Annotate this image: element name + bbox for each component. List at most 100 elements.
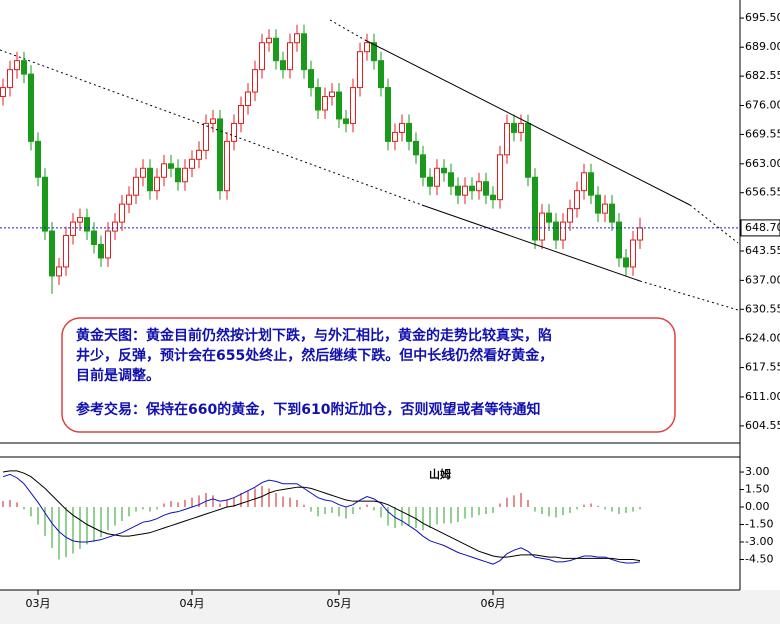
- indicator-title: 山姆: [429, 467, 451, 481]
- candle-body: [308, 69, 314, 89]
- y-tick-label: 604.55: [745, 419, 780, 432]
- candle-body: [203, 122, 209, 151]
- candle-body: [595, 194, 601, 214]
- candle-body: [329, 91, 335, 98]
- y-tick-label: -4.50: [745, 552, 773, 565]
- y-tick-label: 643.55: [745, 244, 780, 257]
- candle-body: [252, 69, 258, 93]
- candle-body: [91, 230, 97, 246]
- candles: [0, 24, 643, 294]
- candle-body: [238, 105, 244, 124]
- candle-body: [532, 176, 538, 241]
- candle-body: [399, 122, 405, 133]
- y-tick-label: 624.00: [745, 332, 780, 345]
- candle-body: [490, 194, 496, 201]
- note-text: 井少，反弹，预计会在655处终止，然后继续下跌。但中长线仍然看好黄金，: [76, 347, 553, 364]
- candle-body: [637, 227, 643, 241]
- candle-body: [392, 131, 398, 142]
- candle-body: [7, 69, 13, 89]
- candle-body: [147, 167, 153, 192]
- candle-body: [322, 96, 328, 111]
- y-tick-label: 0.00: [745, 500, 770, 513]
- candle-body: [553, 221, 559, 241]
- candle-body: [378, 60, 384, 89]
- candle-body: [567, 208, 573, 223]
- candle-body: [231, 122, 237, 142]
- y-tick-label: 689.00: [745, 40, 780, 53]
- candle-body: [420, 154, 426, 178]
- y-tick-label: 663.00: [745, 157, 780, 170]
- candle-body: [609, 203, 615, 223]
- candle-body: [182, 167, 188, 183]
- x-tick-label: 06月: [481, 597, 506, 610]
- note-text: 黄金天图：黄金目前仍然按计划下跌，与外汇相比，黄金的走势比较真实，陷: [76, 327, 552, 344]
- candle-body: [119, 203, 125, 223]
- candle-body: [287, 42, 293, 71]
- candle-body: [588, 172, 594, 196]
- candle-body: [371, 42, 377, 62]
- y-tick-label: 630.55: [745, 302, 780, 315]
- candle-body: [21, 60, 27, 75]
- trend-line: [421, 204, 641, 282]
- trend-line: [689, 204, 739, 244]
- candle-body: [511, 122, 517, 133]
- last-price-box: [740, 219, 780, 237]
- candle-body: [469, 185, 475, 192]
- candle-body: [280, 60, 286, 71]
- note-text: 参考交易：保持在660的黄金，下到610附近加仓，否则观望或者等待通知: [76, 401, 540, 418]
- y-tick-label: 682.55: [745, 69, 780, 82]
- candle-body: [385, 87, 391, 142]
- macd-line: [2, 473, 641, 565]
- trend-line: [639, 280, 739, 311]
- candle-body: [0, 87, 6, 98]
- time-axis-bg: [0, 590, 780, 624]
- candle-body: [546, 212, 552, 223]
- trend-line: [364, 39, 691, 206]
- candle-body: [77, 217, 83, 223]
- y-tick-label: 695.50: [745, 11, 780, 24]
- candle-body: [140, 167, 146, 178]
- candle-body: [602, 203, 608, 214]
- candle-body: [350, 87, 356, 124]
- candle-body: [84, 217, 90, 232]
- candle-body: [434, 167, 440, 187]
- candle-body: [301, 33, 307, 71]
- candle-body: [105, 230, 111, 259]
- y-tick-label: -1.50: [745, 518, 773, 531]
- y-tick-label: 617.55: [745, 361, 780, 374]
- candle-body: [154, 176, 160, 192]
- candle-body: [42, 176, 48, 232]
- candle-body: [63, 235, 69, 268]
- candle-body: [357, 51, 363, 89]
- candle-body: [266, 37, 272, 44]
- candle-body: [448, 172, 454, 187]
- candle-body: [525, 122, 531, 178]
- notes: 黄金天图：黄金目前仍然按计划下跌，与外汇相比，黄金的走势比较真实，陷井少，反弹，…: [76, 327, 553, 418]
- candle-body: [28, 73, 34, 142]
- candle-body: [196, 149, 202, 160]
- candle-body: [168, 163, 174, 169]
- candle-body: [259, 42, 265, 71]
- candle-body: [616, 221, 622, 259]
- candle-body: [175, 167, 181, 183]
- candle-body: [35, 140, 41, 178]
- candle-body: [126, 194, 132, 205]
- x-tick-label: 03月: [26, 597, 51, 610]
- candle-body: [224, 140, 230, 192]
- candle-body: [574, 190, 580, 210]
- candle-body: [189, 158, 195, 169]
- candle-body: [441, 167, 447, 174]
- trend-line: [329, 19, 366, 41]
- candle-body: [455, 185, 461, 196]
- y-tick-label: 1.50: [745, 483, 770, 496]
- candle-body: [518, 122, 524, 133]
- candle-body: [133, 176, 139, 196]
- candle-body: [462, 185, 468, 196]
- candle-body: [161, 163, 167, 178]
- candle-body: [623, 257, 629, 268]
- candle-body: [581, 172, 587, 192]
- note-text: 目前是调整。: [76, 367, 160, 384]
- candle-body: [539, 212, 545, 241]
- candle-body: [98, 244, 104, 259]
